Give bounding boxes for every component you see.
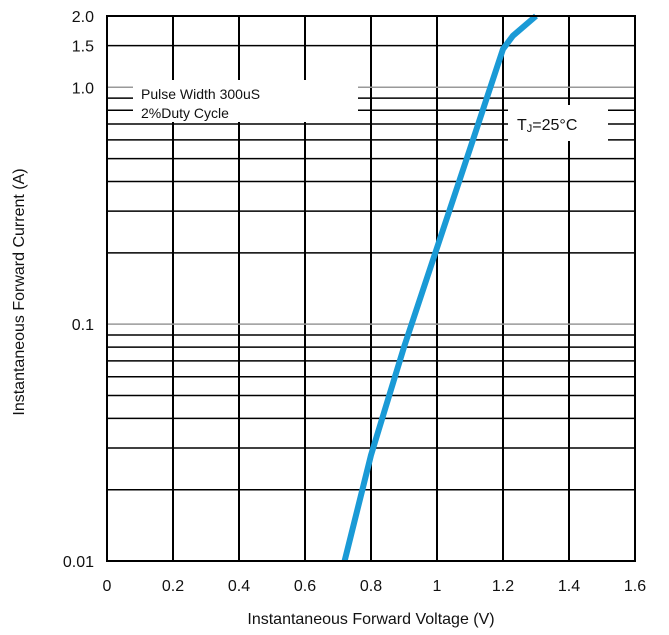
tj-text: TJ=25°C [517, 117, 577, 135]
tj-prefix: T [517, 117, 527, 134]
duty-cycle-text: 2%Duty Cycle [141, 105, 229, 121]
x-axis-title: Instantaneous Forward Voltage (V) [247, 611, 494, 628]
curve-layer [341, 13, 538, 562]
tick-layer: 0 0.2 0.4 0.6 0.8 1 1.2 1.4 1.6 0.01 0.1 1.0 1.5 2.0 [63, 9, 646, 595]
y-tick-label: 2.0 [72, 9, 94, 26]
y-axis-title: Instantaneous Forward Current (A) [11, 168, 28, 415]
tj-annotation-box [508, 105, 608, 141]
x-tick-label: 1.4 [558, 578, 580, 595]
forward-current-curve [341, 13, 538, 562]
pulse-annotation: Pulse Width 300uS 2%Duty Cycle [133, 80, 358, 122]
tj-suffix: =25°C [532, 117, 577, 134]
plot-frame [106, 15, 636, 562]
tj-subscript: J [527, 123, 533, 135]
x-tick-label: 1.2 [492, 578, 514, 595]
x-tick-label: 0.4 [228, 578, 250, 595]
x-tick-label: 0 [103, 578, 112, 595]
x-tick-label: 1 [433, 578, 442, 595]
pulse-width-text: Pulse Width 300uS [141, 86, 260, 102]
x-tick-label: 0.8 [360, 578, 382, 595]
x-tick-label: 0.6 [294, 578, 316, 595]
y-tick-label: 0.1 [72, 317, 94, 334]
x-tick-label: 0.2 [162, 578, 184, 595]
pulse-annotation-box [133, 80, 358, 122]
tj-annotation: TJ=25°C [508, 105, 608, 141]
y-tick-label: 1.5 [72, 39, 94, 56]
y-tick-label: 0.01 [63, 554, 94, 571]
y-tick-label: 1.0 [72, 80, 94, 97]
x-tick-label: 1.6 [624, 578, 646, 595]
